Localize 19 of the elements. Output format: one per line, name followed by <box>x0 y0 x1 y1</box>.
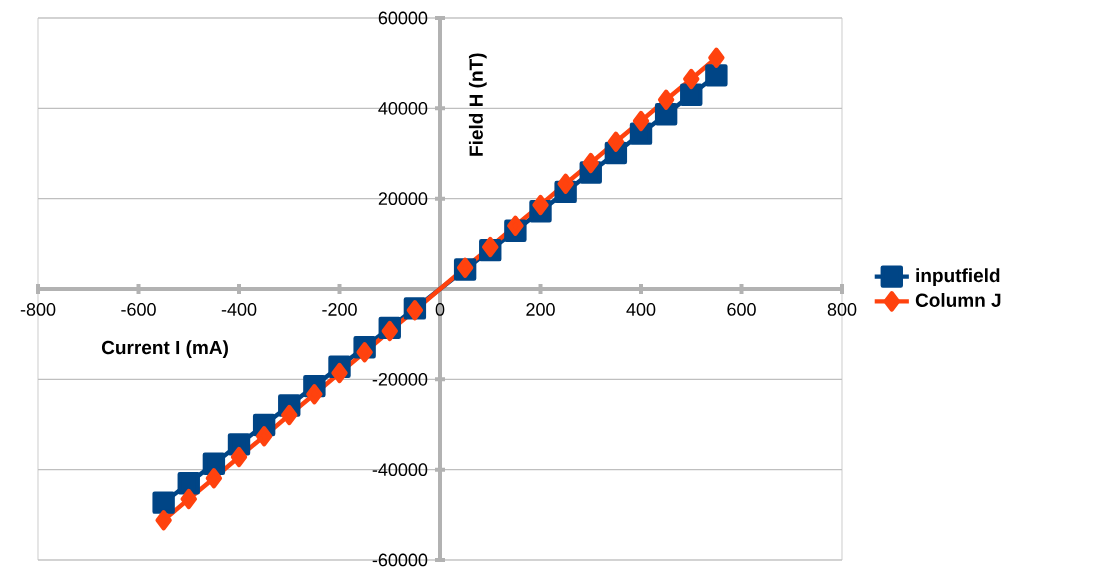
legend-label: Column J <box>915 292 1001 307</box>
x-tick-label: 0 <box>435 303 445 316</box>
y-axis-title: Field H (nT) <box>468 53 487 156</box>
x-tick-label: -200 <box>322 303 357 316</box>
x-tick-label: 800 <box>827 303 857 316</box>
y-tick-label: 40000 <box>378 101 428 115</box>
x-tick-label: 200 <box>526 303 555 316</box>
x-axis-title: Current I (mA) <box>101 340 228 359</box>
x-tick-label: -400 <box>221 303 257 316</box>
x-tick-label: 600 <box>727 303 756 316</box>
y-tick-label: 20000 <box>378 192 428 206</box>
y-tick-label: -40000 <box>372 463 428 477</box>
y-tick-label: -60000 <box>372 553 428 567</box>
x-tick-label: 400 <box>626 303 656 316</box>
x-tick-label: -600 <box>121 303 156 316</box>
y-tick-label: -20000 <box>372 372 428 386</box>
y-tick-label: 60000 <box>378 11 428 25</box>
legend-label: inputfield <box>916 268 1000 286</box>
x-tick-label: -800 <box>20 303 56 316</box>
